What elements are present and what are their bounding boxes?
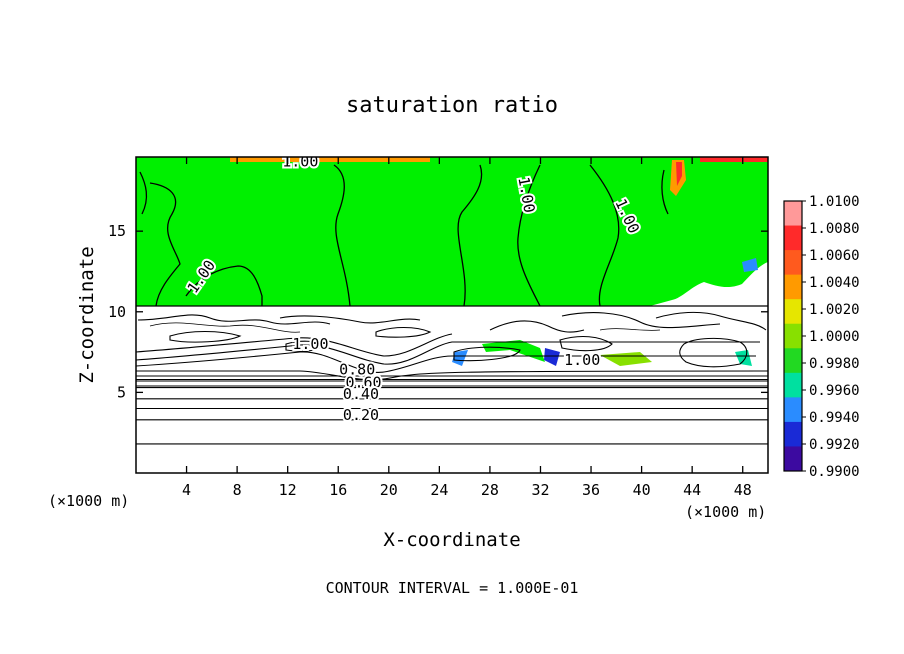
x-tick-label: 16 <box>329 481 347 499</box>
contour-line <box>333 164 351 307</box>
colorbar-swatch <box>784 348 802 374</box>
contour-line <box>561 312 721 329</box>
x-unit-right: (×1000 m) <box>685 503 766 521</box>
contour-label: 1.00 <box>292 335 328 353</box>
x-tick-label: 48 <box>734 481 752 499</box>
contour-line <box>136 333 453 357</box>
contour-line <box>489 320 585 333</box>
contour-line <box>185 265 263 306</box>
contour-line <box>655 311 767 331</box>
contour-line <box>149 182 181 307</box>
colorbar-label: 0.9920 <box>809 437 860 453</box>
contour-label: 0.20 <box>343 406 379 424</box>
contour-line <box>136 370 768 381</box>
plot-area: 1.001.001.001.001.001.000.800.600.400.20 <box>136 153 768 473</box>
x-tick-label: 8 <box>233 481 242 499</box>
contour-line <box>137 314 331 325</box>
colorbar-swatch <box>784 397 802 423</box>
band-contours <box>136 311 767 373</box>
contour-line <box>375 326 432 338</box>
warm-strip-2 <box>700 157 768 162</box>
hot-core <box>676 162 682 186</box>
contour-line <box>169 331 242 343</box>
colorbar-label: 0.9980 <box>809 356 860 372</box>
contour-label: 1.00 <box>282 153 318 171</box>
contour-line <box>679 337 748 368</box>
contour-line <box>589 164 620 307</box>
contour-line <box>599 328 661 331</box>
contour-line <box>149 322 301 333</box>
colorbar-label: 0.9960 <box>809 383 860 399</box>
contour-label: 0.80 <box>339 361 375 379</box>
y-axis: 5 10 15 <box>108 222 768 401</box>
contour-line <box>517 164 541 307</box>
contour-line <box>136 341 760 365</box>
contour-line <box>279 315 421 324</box>
contour-interval-note: CONTOUR INTERVAL = 1.000E-01 <box>326 579 579 597</box>
x-tick-label: 44 <box>683 481 701 499</box>
contour-line <box>136 351 756 373</box>
colorbar-swatch <box>784 446 802 472</box>
stacked-contours <box>136 370 768 387</box>
colorbar-label: 0.9940 <box>809 410 860 426</box>
blue-patch <box>452 350 468 366</box>
colorbar: 1.0100 1.0080 1.0060 1.0040 1.0020 1.0000 0.99… <box>783 194 860 480</box>
x-tick-label: 28 <box>481 481 499 499</box>
blue-patch-2 <box>544 348 560 366</box>
warm-strip <box>230 157 430 162</box>
colorbar-label: 0.9900 <box>809 464 860 480</box>
saturated-region <box>136 157 768 306</box>
contour-lines <box>136 164 768 307</box>
x-tick-label: 40 <box>633 481 651 499</box>
colorbar-swatch <box>784 274 802 300</box>
x-tick-label: 24 <box>430 481 448 499</box>
contour-line <box>453 346 521 362</box>
colorbar-label: 1.0040 <box>809 275 860 291</box>
colorbar-swatch <box>784 323 802 349</box>
cyan-patch <box>735 350 752 366</box>
colorbar-swatch <box>784 299 802 325</box>
x-axis-label: X-coordinate <box>383 529 520 551</box>
contour-line <box>661 169 669 215</box>
colorbar-label: 1.0000 <box>809 329 860 345</box>
contour-line <box>139 171 148 215</box>
contour-line <box>559 335 613 352</box>
y-tick-label: 15 <box>108 222 126 240</box>
x-tick-label: 20 <box>380 481 398 499</box>
colorbar-label: 1.0080 <box>809 221 860 237</box>
x-axis: 4 8 12 16 20 24 28 32 36 40 44 48 <box>182 157 752 499</box>
colorbar-label: 1.0020 <box>809 302 860 318</box>
colorbar-label: 1.0100 <box>809 194 860 210</box>
contour-line <box>285 340 323 352</box>
horizontal-contours <box>136 378 768 445</box>
colorbar-swatch <box>784 372 802 398</box>
contour-label: 0.60 <box>345 374 381 392</box>
colorbar-label: 1.0060 <box>809 248 860 264</box>
y-tick-label: 10 <box>108 303 126 321</box>
colorbar-swatch <box>784 421 802 447</box>
y-tick-label: 5 <box>117 383 126 401</box>
contour-line <box>457 164 483 307</box>
colorbar-swatch <box>784 250 802 276</box>
contour-label: 1.00 <box>564 351 600 369</box>
y-axis-label: Z-coordinate <box>76 246 98 383</box>
chart-title: saturation ratio <box>346 93 558 118</box>
plot-frame <box>135 156 769 474</box>
x-tick-label: 32 <box>531 481 549 499</box>
x-tick-label: 36 <box>582 481 600 499</box>
x-unit-left: (×1000 m) <box>48 492 129 510</box>
contour-label: 0.40 <box>343 385 379 403</box>
x-tick-label: 12 <box>279 481 297 499</box>
colorbar-swatch <box>784 201 802 227</box>
colorbar-swatch <box>784 225 802 251</box>
x-tick-label: 4 <box>182 481 191 499</box>
cyan-patch-2 <box>742 258 758 272</box>
